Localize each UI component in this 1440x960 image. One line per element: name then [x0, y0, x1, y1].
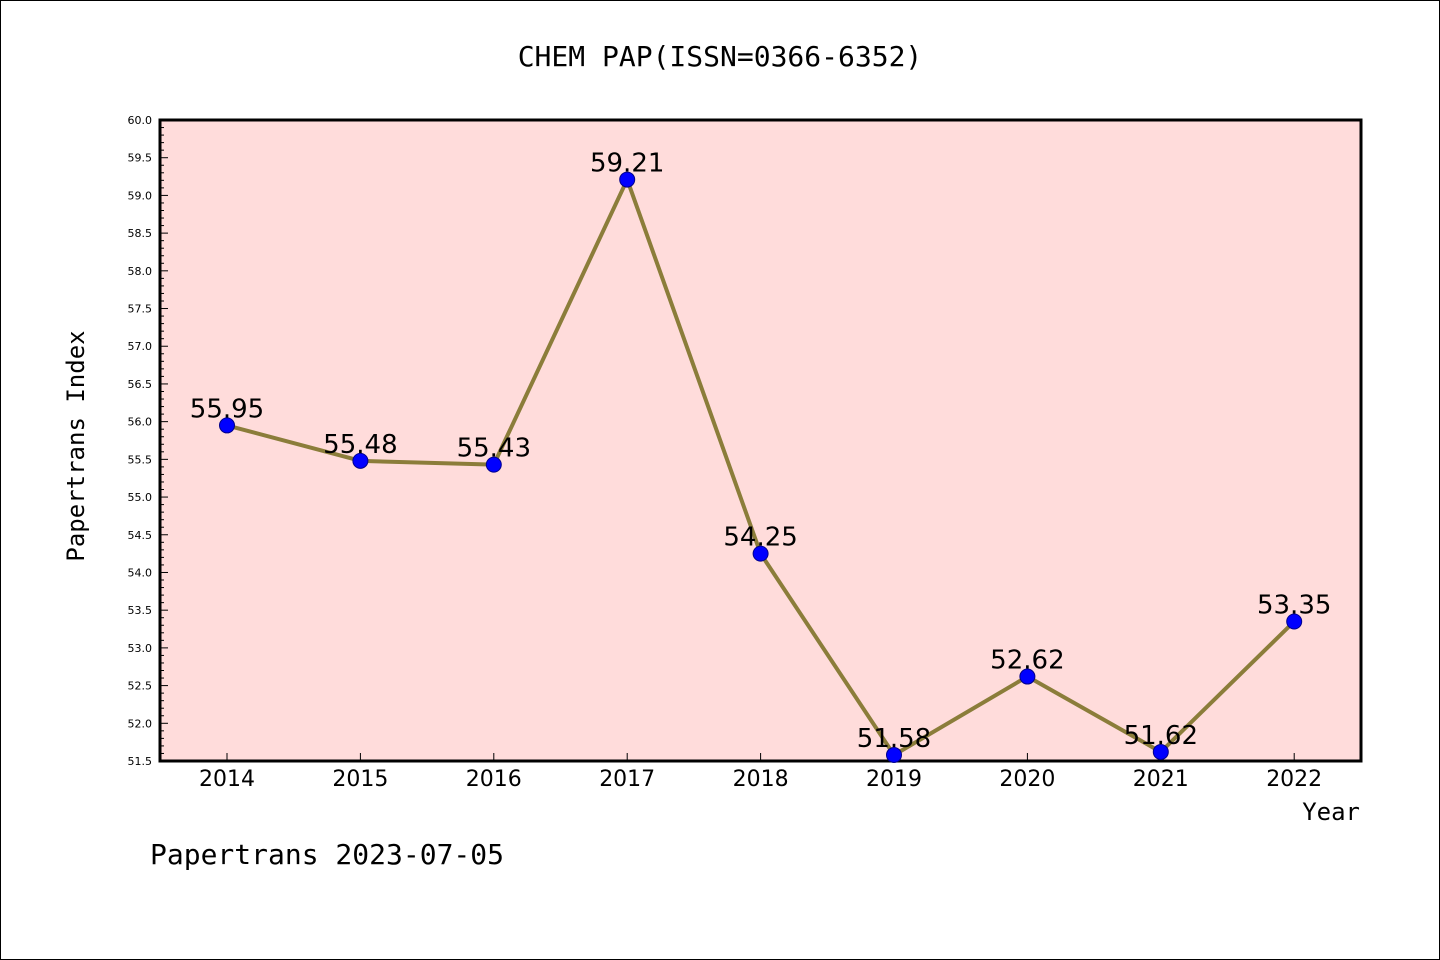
data-point [1286, 613, 1303, 630]
data-point [1019, 668, 1036, 685]
x-tick-label: 2015 [332, 767, 388, 792]
x-axis-label: Year [1302, 798, 1360, 826]
y-tick-label: 57.0 [128, 340, 153, 353]
y-tick-label: 55.0 [128, 491, 153, 504]
x-tick-label: 2022 [1266, 767, 1322, 792]
data-point [219, 417, 235, 434]
y-tick-label: 52.0 [128, 717, 153, 730]
y-tick-label: 53.5 [128, 604, 153, 617]
y-tick-label: 56.0 [128, 416, 153, 429]
y-axis-label: Papertrans Index [62, 330, 90, 561]
data-label: 52.62 [990, 646, 1064, 676]
data-label: 55.43 [457, 434, 531, 464]
x-tick-label: 2020 [999, 767, 1055, 792]
data-point [619, 171, 636, 188]
y-tick-label: 56.5 [128, 378, 153, 391]
data-label: 59.21 [590, 149, 664, 179]
data-point [352, 452, 369, 469]
y-tick-label: 52.5 [128, 680, 153, 693]
y-tick-label: 57.5 [128, 303, 153, 316]
chart-title: CHEM PAP(ISSN=0366-6352) [518, 40, 923, 73]
y-axis: 51.5 52.0 52.5 53.0 53.5 54.0 54.5 55.0 55.5 56.0… [128, 114, 168, 768]
y-tick-label: 59.5 [128, 152, 153, 165]
x-tick-label: 2016 [466, 767, 522, 792]
y-tick-label: 55.5 [128, 453, 153, 466]
y-tick-label: 59.0 [128, 189, 153, 202]
y-tick-label: 54.5 [128, 529, 153, 542]
y-tick-label: 53.0 [128, 642, 153, 655]
plot-area [158, 118, 1363, 763]
data-label: 55.48 [323, 430, 397, 460]
data-label: 51.62 [1124, 721, 1198, 751]
y-tick-label: 58.5 [128, 227, 153, 240]
series-line-group: 55.95 55.48 55.43 59.21 54.25 51.58 52.62 51.62… [190, 149, 1331, 763]
data-point [886, 746, 902, 763]
data-point [1152, 743, 1169, 760]
x-axis: 2014 2015 2016 2017 2018 2019 2020 2021 2022 [199, 753, 1322, 792]
data-label: 53.35 [1257, 590, 1331, 620]
data-label: 51.58 [857, 724, 931, 754]
y-tick-label: 54.0 [128, 566, 153, 579]
x-tick-label: 2017 [599, 767, 655, 792]
data-point [485, 456, 502, 473]
footer-source: Papertrans 2023-07-05 [150, 838, 504, 871]
data-point [752, 545, 769, 562]
y-tick-label: 60.0 [128, 114, 153, 127]
x-tick-label: 2014 [199, 767, 255, 792]
y-tick-label: 51.5 [128, 755, 153, 768]
x-tick-label: 2019 [866, 767, 922, 792]
x-tick-label: 2018 [733, 767, 789, 792]
y-tick-label: 58.0 [128, 265, 153, 278]
data-label: 55.95 [190, 394, 264, 424]
x-tick-label: 2021 [1133, 767, 1189, 792]
data-label: 54.25 [723, 523, 797, 553]
